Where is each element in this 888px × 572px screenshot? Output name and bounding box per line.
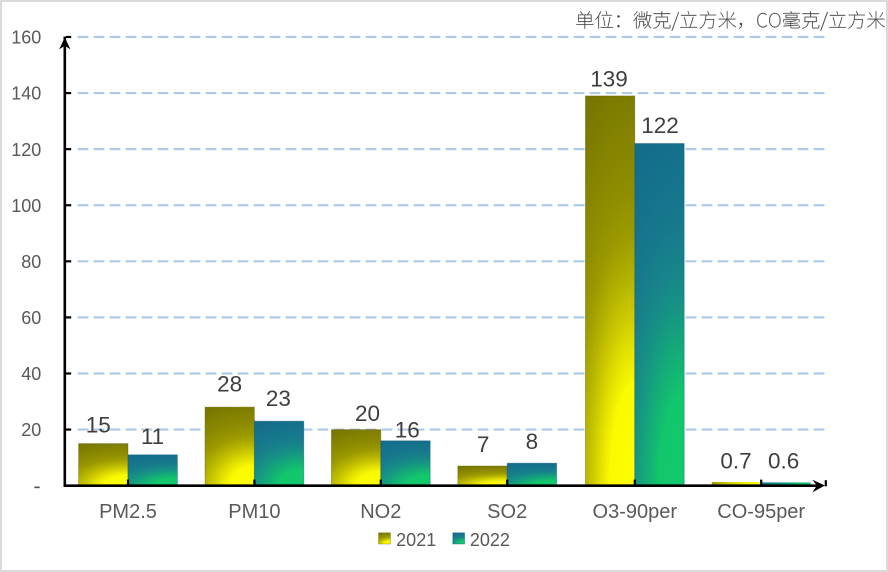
svg-text:122: 122 — [641, 113, 679, 138]
svg-text:11: 11 — [141, 424, 164, 449]
svg-text:140: 140 — [11, 84, 41, 104]
svg-text:139: 139 — [590, 67, 628, 92]
svg-text:40: 40 — [21, 364, 41, 384]
svg-text:15: 15 — [86, 412, 111, 437]
svg-text:NO2: NO2 — [360, 501, 401, 523]
svg-text:16: 16 — [395, 418, 420, 443]
svg-text:80: 80 — [21, 252, 41, 272]
svg-text:0.6: 0.6 — [768, 449, 799, 474]
svg-text:8: 8 — [526, 429, 539, 454]
svg-text:120: 120 — [11, 140, 41, 160]
svg-text:PM2.5: PM2.5 — [99, 501, 157, 523]
svg-text:160: 160 — [11, 28, 41, 48]
svg-text:O3-90per: O3-90per — [593, 501, 678, 523]
svg-text:SO2: SO2 — [487, 501, 527, 523]
svg-text:2021: 2021 — [396, 530, 436, 550]
svg-text:20: 20 — [355, 401, 380, 426]
svg-text:0.7: 0.7 — [720, 449, 751, 474]
svg-text:7: 7 — [477, 432, 490, 457]
svg-text:2022: 2022 — [470, 530, 510, 550]
svg-text:20: 20 — [21, 420, 41, 440]
svg-text:PM10: PM10 — [228, 501, 280, 523]
svg-text:28: 28 — [217, 372, 242, 397]
svg-text:CO-95per: CO-95per — [717, 501, 805, 523]
svg-text:100: 100 — [11, 196, 41, 216]
svg-text:23: 23 — [266, 386, 291, 411]
svg-text:60: 60 — [21, 308, 41, 328]
